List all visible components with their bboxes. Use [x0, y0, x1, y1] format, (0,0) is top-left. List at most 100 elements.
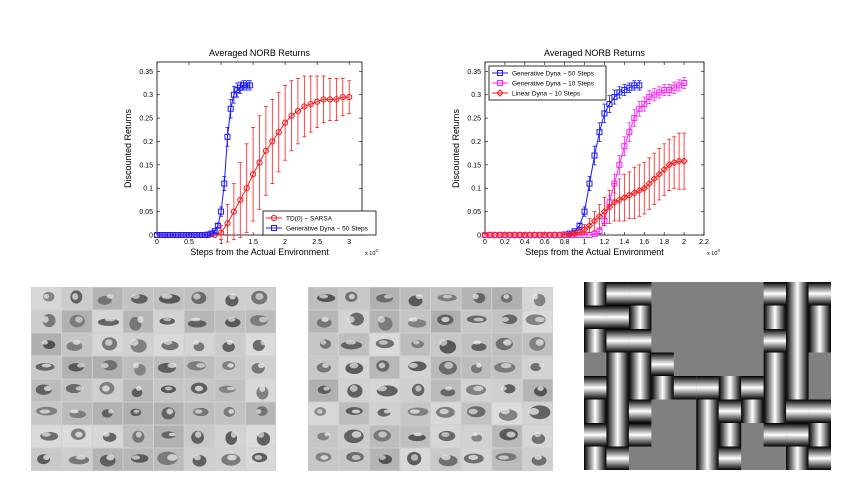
thumbnail-highlight	[43, 385, 52, 392]
data-point	[294, 107, 302, 115]
thumbnail-highlight	[468, 408, 478, 415]
series-0	[153, 75, 353, 243]
thumbnail-highlight	[39, 409, 51, 414]
feature-cell	[786, 329, 809, 353]
x-tick-label: 0.6	[540, 239, 550, 246]
feature-cell	[606, 446, 629, 470]
y-tick-label: 0.35	[139, 69, 153, 76]
data-point	[620, 193, 629, 202]
thumbnail-highlight	[75, 431, 83, 438]
data-point	[615, 196, 624, 204]
data-point	[521, 231, 529, 239]
thumbnail-highlight	[196, 363, 206, 368]
returns-chart-right: 0 0.2 0.4 0.6 0.8 1 1.2 1.4 1.6 1.8 2 2.2 0 0.05 0.1 0.…	[451, 48, 720, 257]
data-point	[636, 82, 643, 89]
thumbnail-highlight	[472, 432, 478, 437]
thumbnail-highlight	[410, 454, 419, 461]
thumbnail-highlight	[351, 431, 362, 438]
data-point	[531, 231, 539, 239]
thumbnail-highlight	[320, 455, 329, 460]
thumbnail-highlight	[227, 363, 234, 368]
feature-cell	[628, 376, 652, 400]
x-tick-label: 0	[155, 239, 159, 246]
data-point	[580, 225, 589, 234]
thumbnail-highlight	[506, 431, 516, 438]
thumbnail-highlight	[133, 409, 140, 414]
data-point	[681, 80, 688, 87]
thumbnail-highlight	[319, 294, 329, 299]
y-tick-label: 0.25	[467, 116, 481, 123]
left-car-image-grid	[31, 287, 276, 471]
feature-cell	[763, 282, 787, 306]
feature-cell	[718, 376, 742, 400]
feature-cell	[606, 423, 629, 447]
data-point	[173, 232, 180, 238]
thumbnail-highlight	[475, 363, 482, 368]
data-point	[496, 231, 504, 239]
feature-cell	[741, 376, 764, 400]
thumbnail-highlight	[415, 385, 422, 392]
feature-cell	[696, 446, 719, 470]
thumbnail-highlight	[503, 294, 510, 299]
data-point	[249, 171, 257, 178]
thumbnail-highlight	[254, 455, 263, 460]
thumbnail-highlight	[230, 431, 237, 438]
x-tick-label: 1.6	[639, 239, 649, 246]
legend-marker	[497, 80, 503, 86]
data-point	[240, 82, 247, 89]
data-point	[154, 232, 160, 238]
thumbnail-highlight	[106, 294, 114, 299]
thumbnail-highlight	[75, 386, 85, 391]
data-point	[501, 231, 509, 239]
feature-cell	[628, 399, 652, 423]
thumbnail-highlight	[500, 408, 510, 415]
legend: TD(0) − SARSA Generative Dyna − 50 Steps	[262, 210, 377, 236]
thumbnail-highlight	[105, 339, 113, 346]
data-point	[576, 222, 583, 229]
feature-cell	[628, 423, 652, 447]
thumbnail-highlight	[379, 455, 386, 460]
thumbnail-highlight	[378, 340, 389, 345]
x-tick-label: 0.2	[500, 239, 510, 246]
legend-box	[488, 65, 607, 101]
data-point	[157, 232, 164, 238]
feature-cell	[628, 329, 652, 353]
thumbnail-highlight	[498, 455, 509, 460]
thumbnail-object	[534, 386, 547, 397]
thumbnail-highlight	[228, 409, 235, 414]
thumbnail-highlight	[468, 455, 479, 460]
data-point	[536, 231, 544, 239]
data-point	[601, 110, 608, 117]
data-point	[605, 203, 614, 211]
data-point	[665, 161, 673, 169]
y-axis-label: Discounted Returns	[123, 108, 133, 188]
data-point	[227, 105, 234, 112]
thumbnail-highlight	[444, 386, 453, 391]
thumbnail-highlight	[442, 294, 453, 299]
data-point	[541, 231, 549, 239]
thumbnail-highlight	[441, 454, 451, 461]
thumbnail-highlight	[41, 340, 48, 345]
legend-entry: TD(0) − SARSA	[286, 216, 333, 223]
thumbnail-highlight	[408, 363, 418, 368]
x-tick-label: 2	[283, 239, 287, 246]
chart-title: Averaged NORB Returns	[544, 48, 645, 58]
data-point	[301, 103, 308, 110]
x-tick-label: 2.5	[312, 239, 322, 246]
data-point	[545, 231, 554, 239]
x-tick-label: 0.4	[520, 239, 530, 246]
thumbnail-object	[502, 384, 516, 394]
feature-cell	[584, 282, 607, 306]
thumbnail-highlight	[472, 293, 479, 300]
data-point	[655, 170, 663, 178]
x-axis-multiplier-exponent: 4	[375, 248, 378, 253]
thumbnail-highlight	[501, 317, 509, 322]
feature-cell	[808, 446, 831, 470]
data-point	[610, 198, 619, 206]
legend-marker	[497, 70, 503, 76]
data-point	[621, 143, 628, 150]
data-point	[243, 185, 250, 192]
data-point	[645, 179, 653, 188]
y-tick-label: 0	[477, 233, 481, 240]
thumbnail-highlight	[102, 385, 110, 392]
